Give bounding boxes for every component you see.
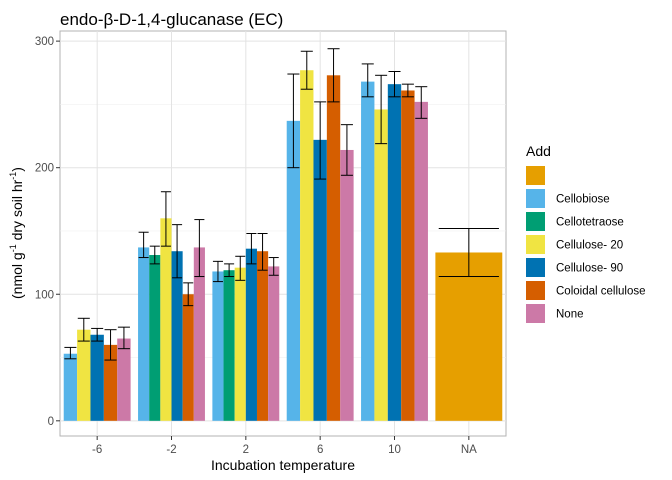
bar-5-0 [435, 252, 503, 421]
bar-2-4 [256, 251, 269, 421]
bar-0-2 [90, 334, 104, 421]
errorbar-3-4 [340, 124, 353, 176]
bar-1-5 [193, 247, 205, 421]
errorbar-3-1 [300, 50, 313, 90]
errorbar-0-2 [91, 327, 104, 342]
x-axis-title: Incubation temperature [211, 457, 355, 473]
errorbar-0-4 [117, 326, 130, 350]
errorbar-2-0 [212, 260, 223, 283]
errorbar-3-3 [327, 48, 340, 103]
errorbar-0-1 [77, 317, 90, 342]
plot-panel [59, 30, 507, 437]
errorbars-layer [64, 48, 499, 361]
bar-3-0 [286, 120, 301, 421]
y-axis-title: (nmol g-1 dry soil hr-1) [8, 167, 25, 299]
errorbar-2-3 [246, 233, 257, 265]
legend-key-0 [526, 166, 545, 185]
legend-key-4 [526, 258, 545, 277]
legend: Add Cellobiose Cellotetraose Cellulose- 20… [526, 143, 646, 323]
errorbar-4-2 [388, 71, 401, 98]
y-axis-title-mid: dry soil hr [9, 179, 25, 244]
errorbar-1-1 [149, 245, 160, 265]
bar-3-4 [340, 149, 354, 421]
bar-1-0 [138, 247, 150, 421]
bar-4-4 [414, 101, 428, 421]
y-tick-label: 200 [35, 163, 54, 175]
y-tick-label: 0 [48, 416, 54, 428]
legend-label-6: None [556, 309, 584, 321]
errorbar-5-0 [438, 227, 499, 278]
legend-key-5 [526, 281, 545, 300]
errorbar-1-2 [160, 191, 171, 247]
x-tick-label: 6 [317, 444, 323, 456]
errorbar-2-5 [268, 257, 279, 276]
errorbar-4-0 [361, 63, 374, 98]
x-tick-label: NA [461, 444, 477, 456]
y-tick-label: 100 [35, 289, 54, 301]
legend-label-5: Coloidal cellulose [556, 286, 646, 298]
bar-2-1 [223, 270, 235, 421]
legend-key-1 [526, 189, 545, 208]
errorbar-0-3 [104, 329, 117, 361]
bar-3-2 [313, 139, 327, 421]
errorbar-1-4 [183, 282, 194, 307]
bar-0-1 [77, 329, 91, 421]
y-axis-title-pre: (nmol g [9, 252, 25, 299]
legend-key-3 [526, 235, 545, 254]
x-tick-label: 10 [388, 444, 401, 456]
errorbar-1-3 [172, 224, 183, 279]
errorbar-0-0 [64, 346, 77, 360]
errorbar-3-0 [287, 73, 300, 169]
legend-key-2 [526, 212, 545, 231]
legend-label-3: Cellulose- 20 [556, 240, 623, 252]
bars-layer [63, 70, 503, 421]
x-tick-label: -6 [92, 444, 102, 456]
x-tick-label: -2 [166, 444, 176, 456]
errorbar-4-3 [401, 83, 414, 98]
bar-4-2 [387, 84, 402, 421]
y-axis-title-sup1: -1 [8, 244, 18, 252]
y-axis-ticks: 0 100 200 300 [35, 36, 60, 428]
bar-4-0 [361, 81, 375, 421]
y-tick-label: 300 [35, 36, 54, 48]
y-axis-title-post: ) [9, 167, 25, 172]
legend-title: Add [526, 143, 551, 159]
x-axis-ticks: -6 -2 2 6 10 NA [92, 436, 477, 456]
y-axis-title-sup2: -1 [8, 172, 18, 180]
legend-label-2: Cellotetraose [556, 217, 624, 229]
bar-2-0 [212, 271, 224, 421]
bar-2-5 [268, 266, 280, 421]
errorbar-1-5 [194, 219, 205, 278]
errorbar-4-4 [415, 86, 428, 119]
bar-0-0 [63, 353, 78, 421]
bar-0-3 [103, 344, 118, 421]
legend-key-6 [526, 304, 545, 323]
bar-1-2 [160, 218, 172, 421]
x-tick-label: 2 [243, 444, 249, 456]
errorbar-1-0 [138, 231, 149, 259]
errorbar-2-1 [224, 263, 235, 278]
bar-4-1 [374, 109, 388, 421]
bar-4-3 [401, 90, 415, 421]
errorbar-2-2 [235, 255, 246, 281]
bar-1-1 [149, 255, 161, 421]
legend-label-1: Cellobiose [556, 194, 610, 206]
errorbar-3-2 [314, 101, 327, 180]
errorbar-4-1 [375, 74, 388, 145]
legend-label-4: Cellulose- 90 [556, 263, 623, 275]
bar-1-4 [182, 294, 194, 421]
chart-title: endo-β-D-1,4-glucanase (EC) [60, 10, 283, 29]
bar-2-2 [234, 267, 246, 421]
bar-3-1 [300, 70, 314, 421]
bar-2-3 [245, 248, 257, 421]
bar-1-3 [171, 251, 183, 421]
bar-0-4 [117, 338, 131, 421]
bar-3-3 [326, 75, 341, 421]
errorbar-2-4 [257, 233, 268, 271]
